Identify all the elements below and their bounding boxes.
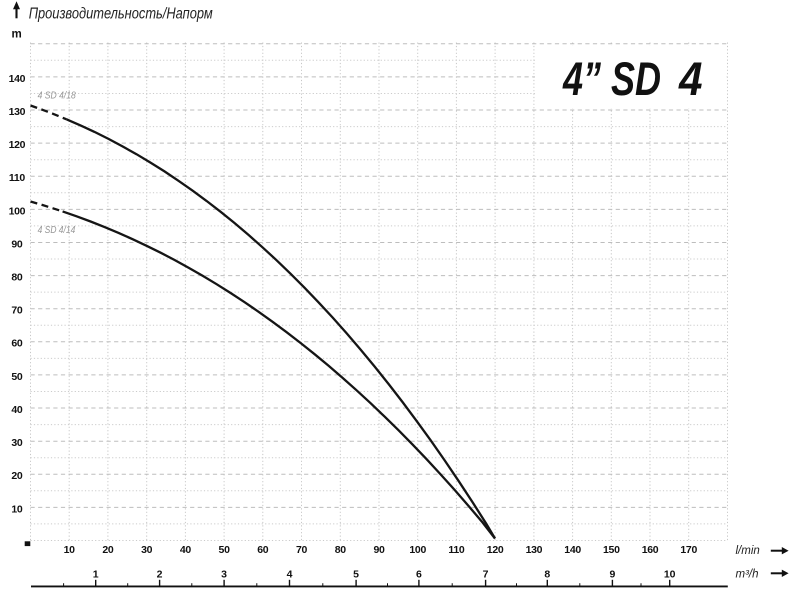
svg-text:9: 9 [609,568,615,580]
svg-text:170: 170 [680,544,697,556]
svg-text:m: m [12,29,22,41]
svg-text:m³/h: m³/h [736,568,759,580]
svg-text:40: 40 [11,404,23,416]
svg-text:10: 10 [664,568,676,580]
svg-text:4 SD 4/18: 4 SD 4/18 [38,90,76,102]
svg-text:3: 3 [221,568,227,580]
svg-text:20: 20 [102,544,114,556]
svg-text:100: 100 [9,205,26,217]
svg-text:4: 4 [678,53,702,106]
svg-text:2: 2 [157,568,163,580]
svg-text:140: 140 [9,73,26,85]
svg-text:130: 130 [526,544,543,556]
svg-text:120: 120 [487,544,504,556]
svg-text:30: 30 [141,544,153,556]
svg-text:80: 80 [11,272,23,284]
svg-text:120: 120 [9,139,26,151]
svg-text:l/min: l/min [736,545,760,557]
svg-text:130: 130 [9,106,26,118]
svg-text:60: 60 [257,544,269,556]
svg-text:160: 160 [642,544,659,556]
svg-text:Производительность/Напорм: Производительность/Напорм [29,6,213,23]
svg-text:4 SD 4/14: 4 SD 4/14 [38,224,76,236]
svg-text:4” SD: 4” SD [562,53,661,106]
svg-text:4: 4 [287,568,293,580]
svg-text:10: 10 [11,503,23,515]
svg-text:5: 5 [353,568,359,580]
svg-text:80: 80 [335,544,347,556]
svg-text:8: 8 [544,568,550,580]
svg-text:70: 70 [296,544,308,556]
svg-text:50: 50 [219,544,231,556]
svg-text:110: 110 [9,172,25,184]
svg-text:70: 70 [11,305,23,317]
svg-text:30: 30 [11,437,23,449]
svg-text:40: 40 [180,544,192,556]
svg-text:90: 90 [11,238,23,250]
svg-text:100: 100 [409,544,426,556]
svg-text:6: 6 [416,568,422,580]
svg-text:20: 20 [11,470,23,482]
svg-text:1: 1 [93,568,99,580]
svg-text:10: 10 [64,544,76,556]
svg-text:60: 60 [11,338,23,350]
svg-text:50: 50 [11,371,23,383]
svg-text:90: 90 [373,544,385,556]
svg-text:150: 150 [603,544,620,556]
svg-text:110: 110 [448,544,464,556]
svg-text:7: 7 [483,568,489,580]
svg-text:140: 140 [564,544,581,556]
